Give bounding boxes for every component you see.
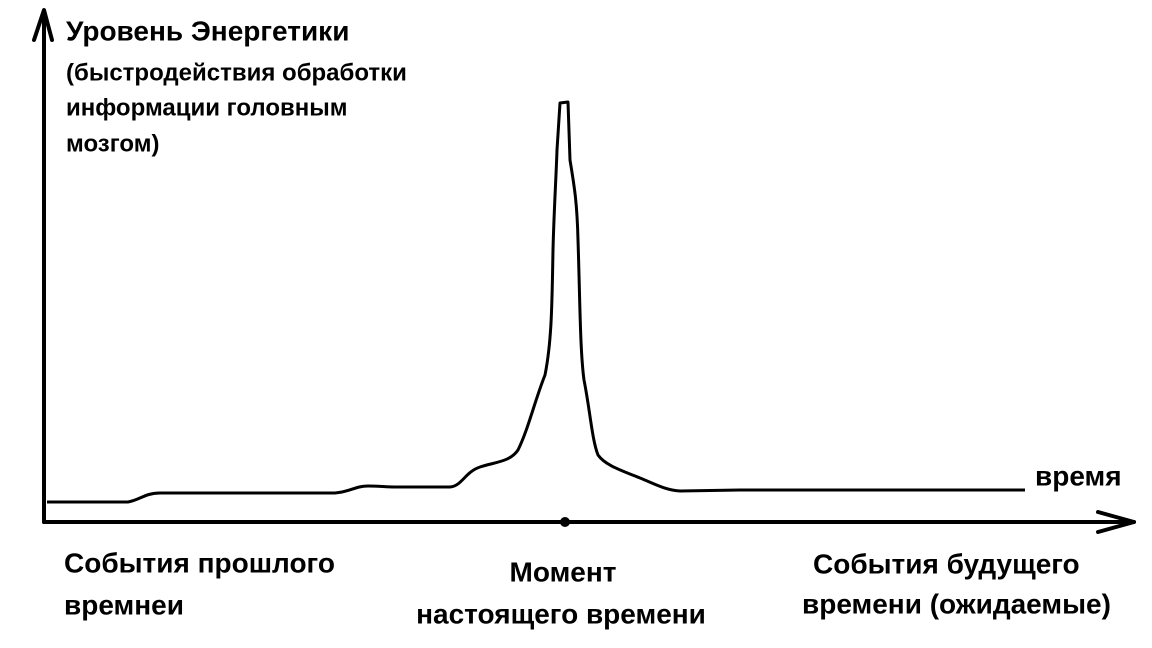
energy-curve — [47, 100, 1025, 504]
y-axis-arrow — [32, 8, 54, 42]
annotation: Момент — [510, 556, 617, 587]
y-axis-subtitle: информации головным — [66, 94, 347, 121]
annotation: настоящего времени — [416, 598, 706, 629]
x-axis-arrow — [1096, 510, 1136, 534]
y-axis-title: Уровень Энергетики — [66, 15, 349, 46]
x-axis-title: время — [1035, 460, 1122, 491]
y-axis-subtitle: мозгом) — [66, 130, 159, 157]
annotation: времени (ожидаемые) — [802, 588, 1111, 619]
present-marker — [560, 517, 570, 527]
annotation: События будущего — [813, 548, 1080, 579]
annotation: времнеи — [64, 589, 184, 620]
annotation: События прошлого — [64, 547, 335, 578]
y-axis-subtitle: (быстродействия обработки — [66, 59, 407, 86]
